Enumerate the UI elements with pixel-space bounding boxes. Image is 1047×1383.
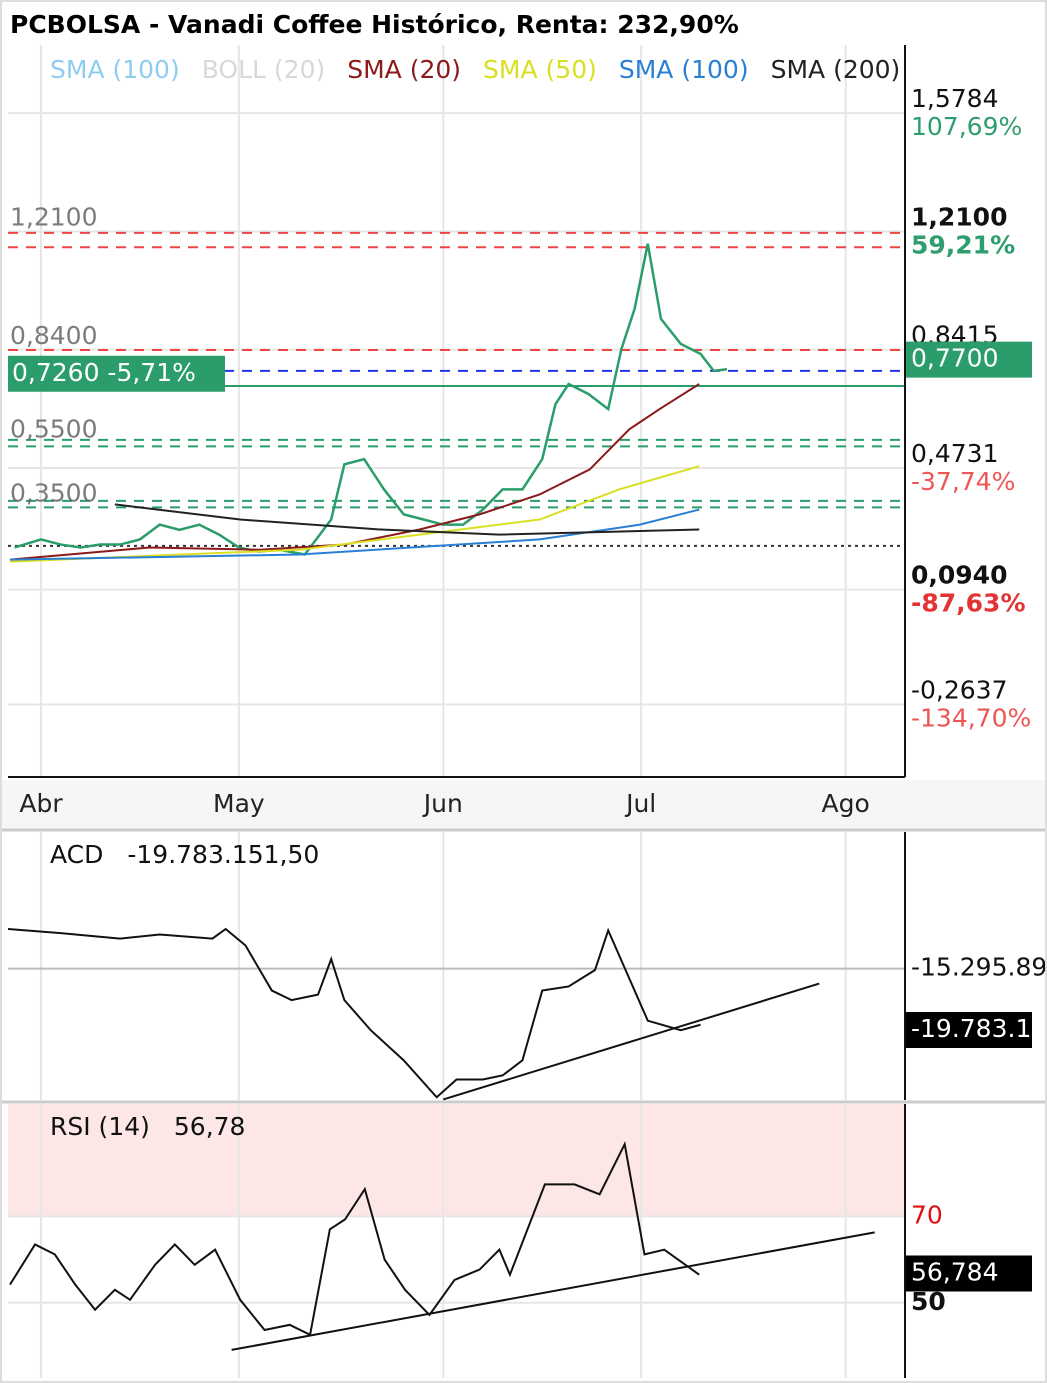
trendline <box>443 982 820 1101</box>
x-axis-strip <box>0 780 1047 830</box>
y-tick-label: 1,2100 <box>911 202 1007 231</box>
series-line <box>9 383 700 561</box>
legend-entry: SMA (50) <box>483 55 597 84</box>
indicator-title: RSI (14) <box>50 1112 150 1141</box>
level-label: 0,5500 <box>10 414 97 443</box>
legend-entry: SMA (20) <box>347 55 461 84</box>
x-tick-label: Jun <box>422 789 463 818</box>
level-label: 1,2100 <box>10 202 97 231</box>
current-value-label: 56,784 <box>911 1257 998 1286</box>
indicator-value: -19.783.151,50 <box>127 840 319 869</box>
price-marker-label: 0,7260 -5,71% <box>12 358 196 387</box>
overbought-zone <box>8 1104 905 1217</box>
y-tick-label: -0,2637 <box>911 676 1008 705</box>
level-label: 0,8400 <box>10 321 97 350</box>
legend-entry: SMA (100) <box>50 55 180 84</box>
series-line <box>114 503 700 536</box>
current-value-box <box>906 341 1032 378</box>
x-tick-label: Abr <box>19 789 63 818</box>
x-tick-label: May <box>213 789 265 818</box>
indicator-title: ACD <box>50 840 103 869</box>
y-tick-change: 59,21% <box>911 230 1015 259</box>
y-tick-label: 0,0940 <box>911 561 1007 590</box>
y-tick-label: 1,5784 <box>911 84 998 113</box>
indicator-value: 56,78 <box>174 1112 246 1141</box>
x-tick-label: Ago <box>821 789 869 818</box>
y-tick-change: -37,74% <box>911 467 1015 496</box>
series-line <box>9 508 700 561</box>
y-tick-change: -87,63% <box>911 589 1026 618</box>
y-tick-label: -15.295.89 <box>911 953 1047 982</box>
series-line <box>9 465 700 563</box>
legend-entry: SMA (200) <box>771 55 901 84</box>
series-line <box>14 243 728 556</box>
legend-entry: SMA (100) <box>619 55 749 84</box>
current-value-label: -19.783.15 <box>911 1014 1047 1043</box>
legend-entry: BOLL (20) <box>202 55 326 84</box>
current-value-box <box>906 1255 1032 1292</box>
page-title: PCBOLSA - Vanadi Coffee Histórico, Renta… <box>10 10 739 39</box>
current-value-box <box>906 1011 1032 1048</box>
series-line <box>7 927 701 1099</box>
series-line <box>9 1141 700 1337</box>
current-value-label: 0,7700 <box>911 344 998 373</box>
y-tick-label: 50 <box>911 1287 946 1316</box>
y-tick-label: 0,4731 <box>911 439 998 468</box>
y-tick-change: 107,69% <box>911 112 1022 141</box>
price-marker <box>8 355 225 392</box>
x-tick-label: Jul <box>624 789 656 818</box>
level-label: 0,3500 <box>10 478 97 507</box>
y-tick-label: 70 <box>911 1200 943 1229</box>
trendline <box>231 1231 875 1351</box>
y-tick-change: -134,70% <box>911 704 1031 733</box>
